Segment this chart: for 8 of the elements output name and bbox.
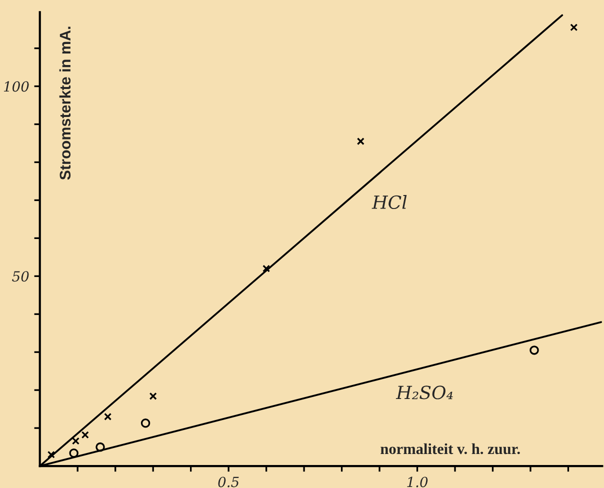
x-tick-label: 1.0 bbox=[407, 476, 428, 488]
x-tick-label: 0.5 bbox=[218, 476, 239, 488]
y-tick-label: 100 bbox=[4, 81, 29, 92]
y-tick-label: 50 bbox=[12, 271, 29, 282]
series-label: H₂SO₄ bbox=[396, 386, 453, 400]
x-axis-title: normaliteit v. h. zuur. bbox=[380, 443, 520, 454]
y-axis-title: Stroomsterkte in mA. bbox=[59, 26, 71, 180]
series-label: HCl bbox=[372, 195, 407, 210]
